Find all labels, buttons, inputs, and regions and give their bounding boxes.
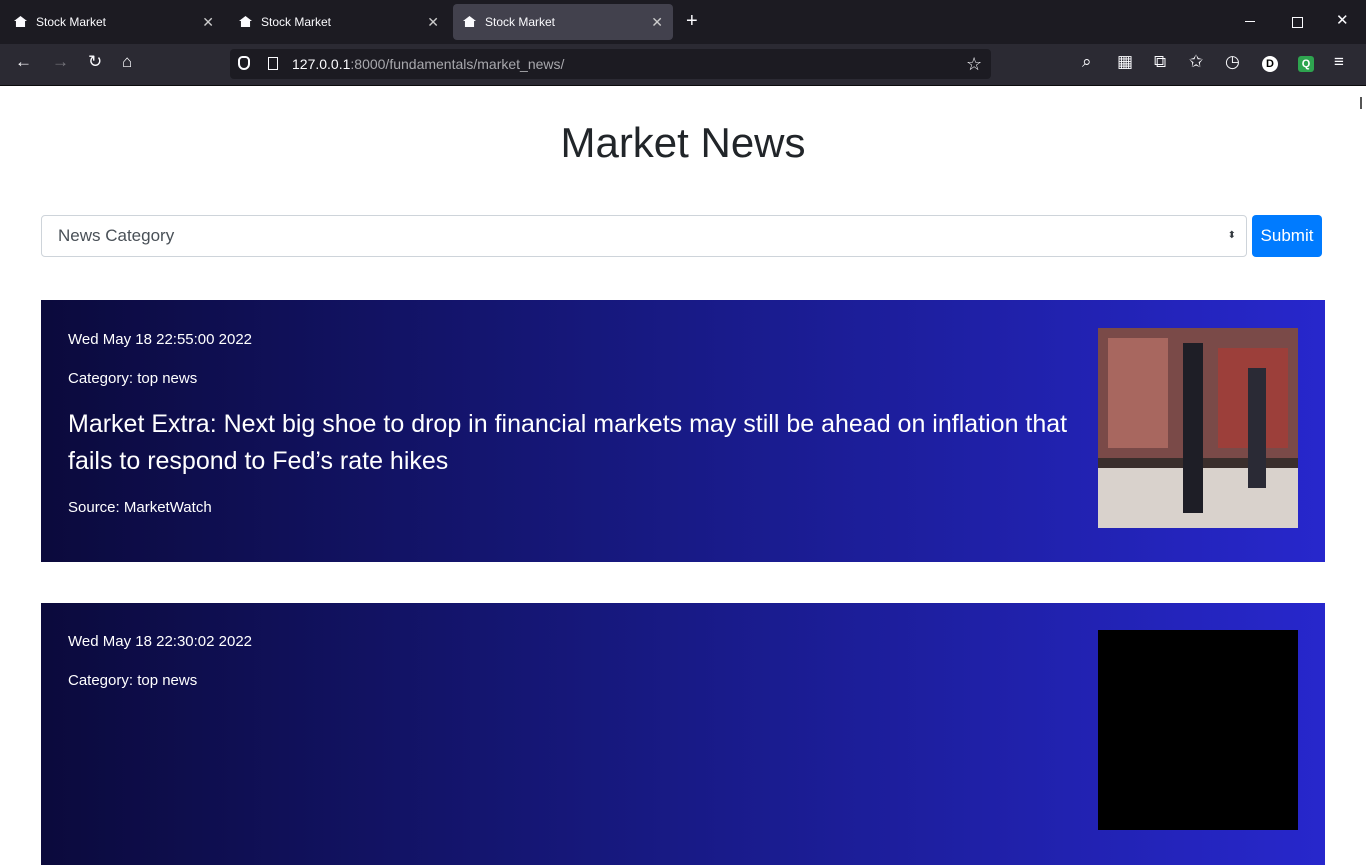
news-card[interactable]: Wed May 18 22:55:00 2022 Category: top n… [41,300,1325,562]
url-path: :8000/fundamentals/market_news/ [350,56,565,72]
news-category: Category: top news [68,370,198,387]
close-tab[interactable]: ✕ [651,14,663,30]
news-date: Wed May 18 22:55:00 2022 [68,331,253,348]
extension[interactable]: ▦ [1117,52,1134,71]
back[interactable]: ← [15,52,32,71]
close-window[interactable]: ✕ [1336,12,1349,29]
url: 127.0.0.1:8000/fundamentals/market_news/ [292,49,564,79]
menu[interactable]: ≡ [1334,52,1344,71]
news-image [1098,630,1298,830]
tab-icon [239,16,252,27]
url-host: 127.0.0.1 [292,56,351,72]
news-headline[interactable]: Market Extra: Next big shoe to drop in f… [68,410,1068,475]
page-content: Market News News Category ⬍ Submit Wed Ma… [0,85,1366,865]
reload[interactable]: ↻ [88,52,103,71]
bookmark-star[interactable]: ☆ [966,54,983,74]
category-select[interactable]: News Category ⬍ [41,215,1247,257]
close-tab[interactable]: ✕ [202,14,214,30]
tab-title: Stock Market [36,15,107,29]
tab[interactable]: Stock Market ✕ [4,4,224,40]
news-source: Source: MarketWatch [68,499,212,516]
select-placeholder: News Category [58,226,175,245]
news-image [1098,328,1298,528]
shield-icon [238,56,250,70]
close-tab[interactable]: ✕ [427,14,439,30]
scrollbar-thumb [1360,97,1362,109]
new-tab[interactable]: + [686,10,698,32]
tab[interactable]: Stock Market ✕ [229,4,449,40]
news-date: Wed May 18 22:30:02 2022 [68,633,253,650]
tab-icon [14,16,27,27]
extension-badge[interactable]: Q [1298,56,1314,72]
restore[interactable] [1292,17,1303,28]
submit-button[interactable]: Submit [1252,215,1322,257]
url-bar[interactable]: 127.0.0.1:8000/fundamentals/market_news/… [230,49,991,79]
news-category: Category: top news [68,672,198,689]
page-title: Market News [560,119,806,166]
profile-avatar[interactable]: D [1262,56,1278,72]
page-icon [268,57,278,70]
search[interactable]: ⌕ [1082,52,1092,71]
tab-title: Stock Market [485,15,556,29]
nav-bar: ← → ↻ ⌂ 127.0.0.1:8000/fundamentals/mark… [0,44,1366,86]
tab-bar: Stock Market ✕ Stock Market ✕ Stock Market… [0,0,1366,44]
forward[interactable]: → [52,52,69,71]
minimize[interactable] [1245,21,1255,22]
tab-icon [463,16,476,27]
news-card[interactable]: Wed May 18 22:30:02 2022 Category: top n… [41,603,1325,865]
tab-title: Stock Market [261,15,332,29]
history[interactable]: ◷ [1225,52,1240,71]
extensions[interactable]: ⧉ [1154,52,1167,71]
home[interactable]: ⌂ [122,52,133,71]
bookmarks[interactable]: ✩ [1189,52,1204,71]
select-arrows: ⬍ [1227,230,1236,241]
tab[interactable]: Stock Market ✕ [453,4,673,40]
